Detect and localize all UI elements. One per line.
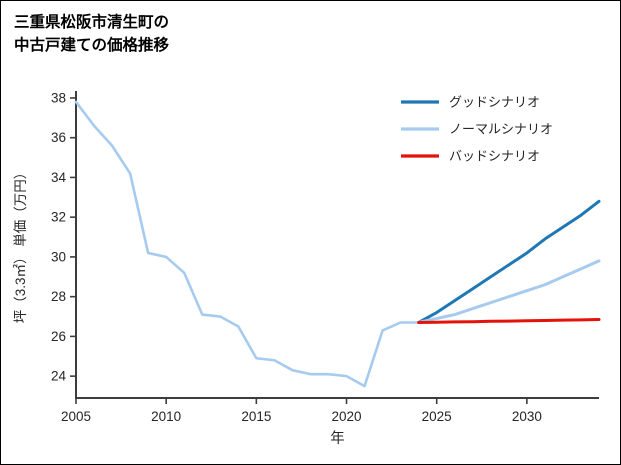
- chart-title-line1: 三重県松阪市清生町の: [14, 14, 170, 31]
- y-tick-label: 36: [51, 130, 66, 145]
- x-tick-label: 2005: [61, 409, 91, 424]
- x-tick-label: 2010: [151, 409, 181, 424]
- y-tick-label: 38: [51, 90, 66, 105]
- legend-label: グッドシナリオ: [449, 95, 540, 110]
- y-axis-title: 坪（3.3㎡） 単価（万円）: [13, 166, 28, 324]
- series-line: [74, 100, 420, 388]
- y-tick-label: 32: [51, 210, 66, 225]
- x-tick-label: 2020: [331, 409, 361, 424]
- y-tick-label: 30: [51, 249, 66, 264]
- legend-label: ノーマルシナリオ: [449, 122, 553, 137]
- y-tick-label: 26: [51, 329, 66, 344]
- y-tick-label: 28: [51, 289, 66, 304]
- x-tick-label: 2030: [512, 409, 542, 424]
- x-tick-label: 2015: [241, 409, 271, 424]
- series-line: [417, 318, 601, 324]
- y-tick-label: 24: [51, 369, 67, 384]
- x-axis-title: 年: [330, 430, 345, 447]
- legend-label: バッドシナリオ: [449, 149, 540, 164]
- series-line: [417, 199, 601, 324]
- x-tick-label: 2025: [422, 409, 452, 424]
- y-tick-label: 34: [51, 170, 67, 185]
- chart-title: 三重県松阪市清生町の 中古戸建ての価格推移: [14, 11, 169, 58]
- chart-title-line2: 中古戸建ての価格推移: [14, 37, 170, 55]
- series-line: [417, 259, 601, 324]
